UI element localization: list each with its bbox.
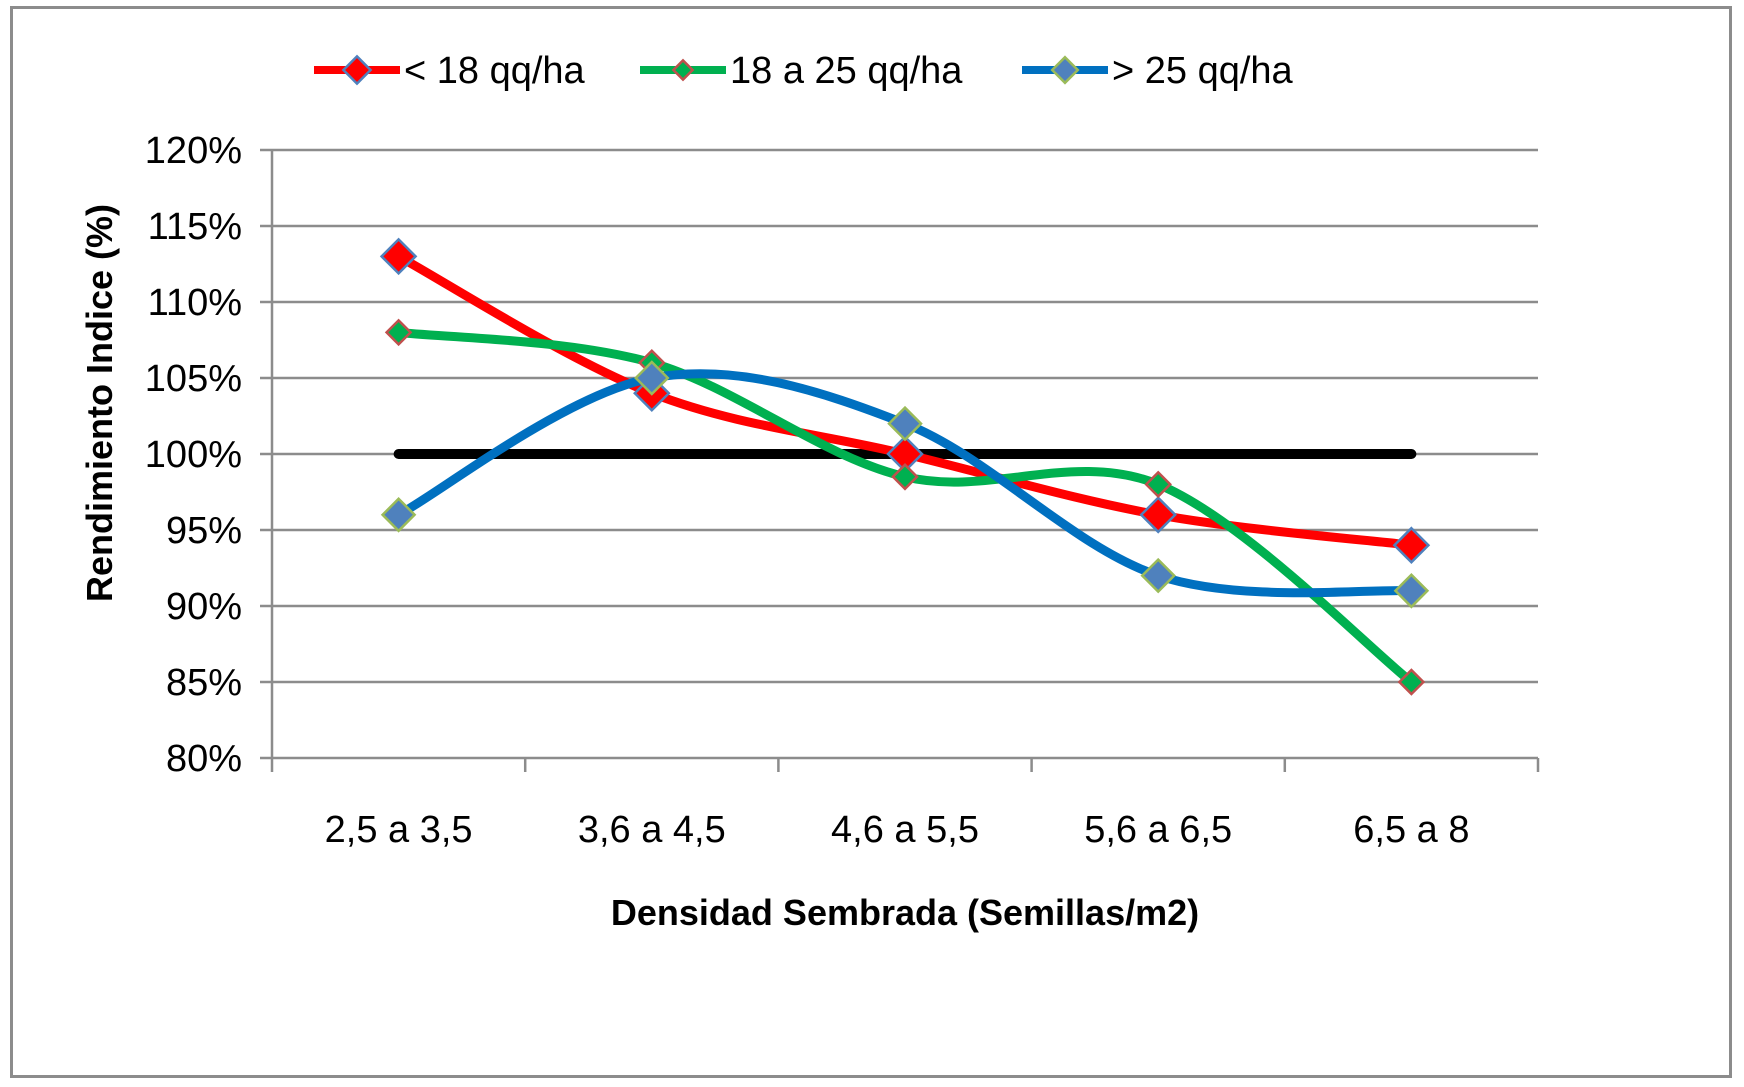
tick-labels: 80% 85% 90% 95% 100% 105% 110% 115% 120% 2,5 a 3,… bbox=[145, 130, 1470, 851]
data-point-s2-3 bbox=[1140, 557, 1176, 594]
data-point-s1-4 bbox=[1397, 668, 1426, 696]
data-point-s1-0 bbox=[384, 318, 413, 347]
y-tick-label: 85% bbox=[166, 662, 242, 704]
legend: < 18 qq/ha 18 a 25 qq/ha > 25 qq/ha bbox=[314, 50, 1294, 92]
legend-label-1: 18 a 25 qq/ha bbox=[730, 50, 963, 92]
data-point-s2-4 bbox=[1393, 573, 1430, 609]
y-tick-label: 120% bbox=[145, 130, 242, 172]
legend-label-0: < 18 qq/ha bbox=[404, 50, 586, 92]
data-point-s1-3 bbox=[1144, 470, 1172, 499]
y-tick-label: 110% bbox=[148, 282, 242, 324]
series-markers bbox=[379, 237, 1431, 696]
y-tick-label: 100% bbox=[145, 434, 242, 476]
legend-label-2: > 25 qq/ha bbox=[1112, 50, 1294, 92]
x-tick-label: 2,5 a 3,5 bbox=[325, 809, 473, 851]
chart-frame bbox=[10, 6, 1732, 1078]
series-line-1 bbox=[394, 327, 1416, 687]
data-point-s2-2 bbox=[887, 405, 923, 442]
y-tick-label: 95% bbox=[166, 510, 242, 552]
axes bbox=[260, 148, 1540, 772]
x-tick-label: 3,6 a 4,5 bbox=[578, 809, 726, 851]
data-point-s0-4 bbox=[1392, 526, 1431, 564]
series-line-0 bbox=[394, 251, 1416, 550]
legend-marker-2 bbox=[1050, 55, 1080, 85]
y-tick-label: 90% bbox=[166, 586, 242, 628]
legend-marker-0 bbox=[341, 54, 373, 86]
x-tick-label: 5,6 a 6,5 bbox=[1084, 809, 1232, 851]
data-point-s2-0 bbox=[380, 497, 417, 533]
y-tick-label: 105% bbox=[145, 358, 242, 400]
y-tick-label: 80% bbox=[166, 738, 242, 780]
legend-marker-1 bbox=[671, 58, 695, 82]
data-point-s2-1 bbox=[634, 360, 670, 396]
x-tick-label: 6,5 a 8 bbox=[1353, 809, 1469, 851]
data-point-s1-2 bbox=[891, 463, 919, 491]
y-tick-label: 115% bbox=[148, 206, 242, 248]
x-tick-label: 4,6 a 5,5 bbox=[831, 809, 979, 851]
y-axis-title: Rendimiento Indice (%) bbox=[79, 204, 120, 602]
data-point-s0-3 bbox=[1139, 496, 1177, 534]
data-point-s0-0 bbox=[379, 237, 418, 276]
x-axis-title: Densidad Sembrada (Semillas/m2) bbox=[611, 892, 1199, 933]
